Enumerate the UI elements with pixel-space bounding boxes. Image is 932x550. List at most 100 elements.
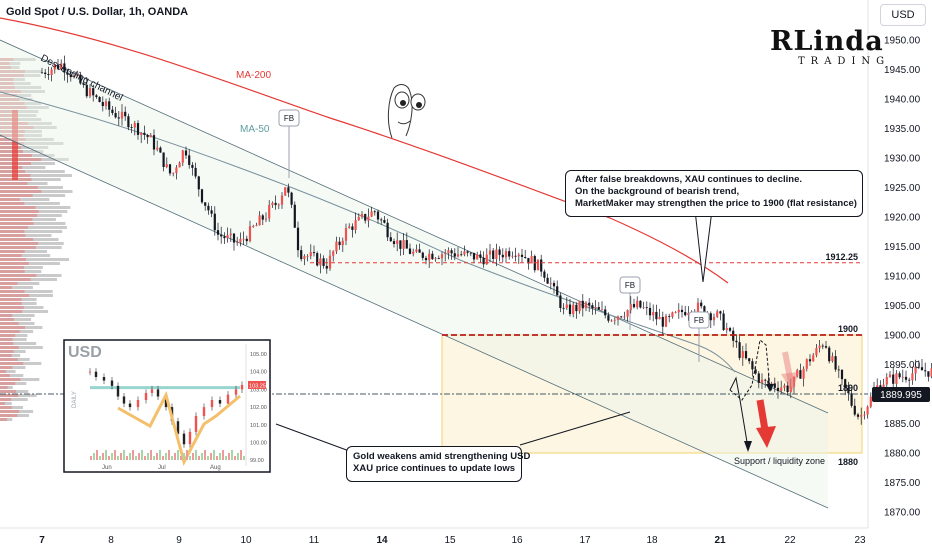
volume-bar-red: [0, 410, 20, 413]
inset-value-tag: [248, 380, 266, 389]
volume-bar: [0, 118, 42, 121]
callout-top: After false breakdowns, XAU continues to…: [565, 170, 863, 217]
volume-bar-red: [0, 226, 28, 229]
volume-bar-red: [0, 302, 22, 305]
currency-button[interactable]: USD: [880, 4, 926, 26]
candle-body: [130, 127, 133, 129]
volume-bar-red: [0, 70, 25, 73]
candle-body: [581, 300, 584, 309]
candle-body: [63, 63, 66, 73]
price-tick-label: 1935.00: [884, 124, 921, 135]
volume-bar: [0, 146, 49, 149]
candle-body: [114, 113, 117, 118]
candle-body: [248, 226, 252, 242]
volume-bar-red: [0, 102, 25, 105]
candle-body: [274, 202, 277, 206]
candle-body: [760, 379, 764, 383]
volume-bar-red: [0, 294, 30, 297]
callout-bottom-line-1: Gold weakens amid strengthening USD: [353, 451, 531, 462]
candle-body: [620, 316, 623, 318]
candle-body: [642, 307, 645, 309]
volume-bar: [0, 114, 37, 117]
candle-body: [530, 256, 533, 264]
candle-body: [53, 64, 56, 70]
volume-bar-red: [0, 186, 38, 189]
candle-body: [242, 238, 245, 240]
candle-body: [866, 406, 869, 415]
volume-bar-red: [0, 402, 5, 405]
candle-body: [344, 228, 348, 241]
candle-body: [133, 123, 136, 128]
candle-body: [44, 72, 47, 75]
inset-volume-bar: [120, 453, 122, 460]
candle-body: [808, 359, 812, 362]
volume-bar: [0, 338, 27, 341]
volume-bar-red: [0, 322, 19, 325]
candle-body: [869, 396, 872, 407]
candle-body: [264, 218, 268, 220]
inset-volume-bar: [150, 450, 152, 460]
candle-body: [405, 240, 408, 249]
volume-bar: [0, 290, 53, 293]
candle-body: [719, 311, 722, 314]
volume-bar-red: [0, 74, 24, 77]
price-tick-label: 1880.00: [884, 449, 921, 460]
candle-body: [364, 214, 367, 221]
candle-body: [892, 374, 895, 384]
candle-body: [517, 254, 520, 257]
candle-body: [578, 300, 581, 312]
candle-body: [527, 258, 530, 264]
inset-volume-bar: [240, 450, 242, 460]
candle-body: [111, 109, 114, 114]
candle-body: [76, 74, 79, 76]
time-tick-label: 10: [240, 535, 252, 546]
candle-body: [476, 254, 479, 260]
candle-body: [565, 304, 568, 309]
candle-body: [412, 251, 415, 254]
candle-body: [594, 306, 597, 309]
candle-body: [351, 226, 354, 230]
candle-body: [853, 405, 856, 415]
inset-candle-body: [218, 400, 222, 404]
inset-candle-body: [128, 403, 132, 408]
inset-candle-body: [156, 389, 160, 397]
candle-body: [696, 302, 700, 312]
volume-bar-red: [0, 338, 13, 341]
candle-body: [597, 306, 600, 310]
candle-body: [613, 319, 616, 321]
inset-volume-bar: [195, 450, 197, 460]
volume-bar-red: [0, 282, 18, 285]
candle-body: [98, 97, 101, 103]
price-tick-label: 1940.00: [884, 95, 921, 106]
candle-body: [914, 366, 917, 374]
candle-body: [498, 249, 501, 255]
candle-body: [463, 251, 466, 255]
volume-bar-red: [0, 266, 24, 269]
candle-body: [101, 102, 104, 107]
candle-body: [898, 373, 901, 378]
candle-body: [671, 312, 674, 317]
inset-candle-body: [94, 371, 98, 378]
candle-body: [277, 204, 280, 206]
volume-bar-red: [0, 366, 13, 369]
inset-volume-bar: [132, 450, 134, 460]
candle-body: [232, 233, 236, 243]
candle-body: [127, 116, 130, 128]
volume-bar-red: [0, 414, 18, 417]
candle-body: [280, 195, 284, 205]
candle-body: [156, 147, 159, 150]
inset-candle-body: [122, 396, 126, 404]
callout-pointer-right: [519, 411, 631, 446]
candle-body: [930, 368, 932, 377]
candle-body: [271, 202, 274, 206]
candle-body: [149, 135, 152, 138]
time-tick-label: 22: [784, 535, 796, 546]
inset-volume-bar: [177, 450, 179, 460]
inset-usd-chart: 105.00 104.00 103.00 102.00 101.00 100.00 99.0…: [63, 339, 271, 473]
candle-body: [546, 277, 549, 284]
candle-body: [434, 258, 437, 260]
time-axis[interactable]: 7 8 9 10 11 14 15 16 17 18 21 22 23: [39, 535, 866, 546]
candle-body: [367, 216, 370, 221]
candle-body: [917, 366, 920, 368]
